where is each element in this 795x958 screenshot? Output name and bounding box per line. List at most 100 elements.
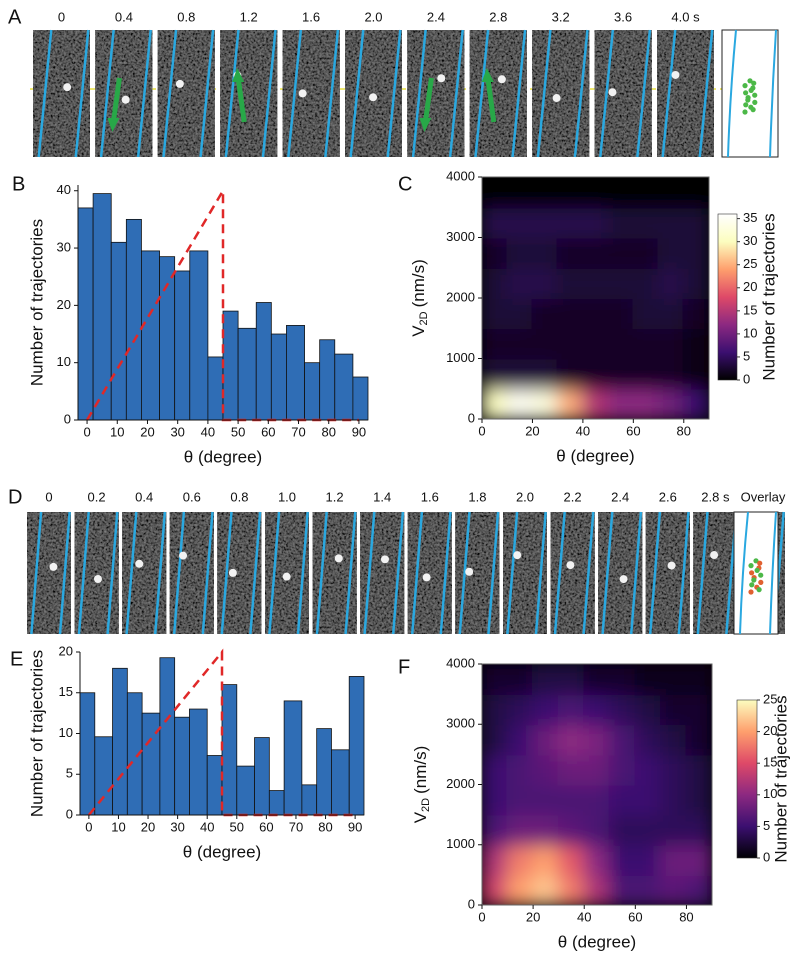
cell-edge [599,29,615,158]
heatmap-cell [532,873,560,905]
heatmap-cell [583,843,611,876]
bar [141,712,161,816]
time-label: 1.6 [421,489,439,504]
bar [174,716,190,816]
x-axis-label: θ (degree) [184,447,262,466]
heatmap-cell [659,693,688,726]
overlay-dot [752,99,758,105]
overlay-dot [750,107,756,113]
x-tick-label: 70 [291,424,305,439]
bar [174,270,191,421]
y-axis-label: Number of trajectories [27,219,46,386]
x-tick-label: 30 [170,424,184,439]
overlay-dot [745,97,751,103]
microscopy-noise [407,30,465,157]
heatmap-cell [557,843,586,876]
heatmap-cells [482,177,709,419]
y-tick-label: 2000 [446,289,475,304]
heatmap-cell [682,297,709,330]
y-label-unit: (nm/s) [411,746,430,794]
heatmap-cell [581,206,610,239]
overlay-dot [751,577,757,583]
heatmap-cell [532,783,560,816]
heatmap-cell [634,843,662,876]
heatmap-cell [659,873,688,905]
overlay-dot [752,92,758,98]
bar [319,339,336,421]
cell-edge [769,511,777,635]
heatmap-cell [685,723,712,756]
time-label: 2.6 [659,489,677,504]
heatmap-cell [506,357,534,390]
bar [94,736,113,816]
heatmap-cell [482,693,509,726]
heatmap-cell [608,813,637,846]
cell-edge [769,29,777,158]
particle [619,575,628,584]
cell-edge [439,511,452,635]
x-tick-label: 10 [110,424,124,439]
heatmap-cell [607,357,635,390]
particle [179,551,188,560]
cell-edge [411,29,427,158]
heatmap-cell [506,177,534,209]
particle [135,559,144,568]
heatmap-cell [608,783,637,816]
time-label: Overlay [741,489,786,504]
heatmap-cell [556,236,584,269]
heatmap-cell [657,206,685,239]
colorbar-label: Number of trajectories [771,695,790,862]
heatmap-cell [557,873,586,905]
y-label-main: V [411,811,430,823]
time-label: 2.0 [364,9,382,24]
panel-label: B [12,173,25,195]
y-label-unit: (nm/s) [409,259,428,307]
bar [268,790,285,816]
overlay-dot [748,589,754,595]
colorbar-tick-label: 30 [743,233,757,248]
y-tick-label: 3000 [446,229,475,244]
bar [79,692,96,816]
motion-arrow-head [107,118,120,132]
x-tick-label: 60 [259,819,273,834]
x-tick-label: 0 [83,424,90,439]
heatmap-cell [506,873,535,905]
x-tick-label: 70 [289,819,303,834]
particle [465,567,474,576]
heatmap-cell [583,873,611,905]
particle [497,75,506,84]
time-label: 2.4 [611,489,629,504]
cell-edge [58,511,71,635]
particle [671,70,680,79]
cell-edge [391,511,405,635]
motion-arrow [235,77,247,123]
heatmap-cell [607,297,635,330]
cell-edge [261,29,277,158]
cell-edge [287,29,303,158]
overlay-dot [753,558,759,564]
particle [513,551,522,560]
cell-edge [553,511,566,635]
heatmap-cell [556,387,584,419]
y-tick-label: 1000 [446,836,475,851]
x-tick-label: 10 [111,819,125,834]
overlay-dot [742,109,748,115]
heatmap-cell [682,177,709,209]
heatmap-cell [659,753,688,786]
heatmap-cell [581,327,610,360]
heatmap-cell [532,843,560,876]
overlay-dot [742,83,748,89]
colorbar-tick-label: 25 [743,256,757,271]
x-tick-label: 60 [626,423,640,438]
cell-edge [162,29,178,158]
particle [228,568,237,577]
heatmap-cell [608,843,637,876]
particle [667,561,676,570]
cell-edge [199,29,215,158]
y-tick-label: 10 [59,725,73,740]
y-label-main: V [409,325,428,337]
heatmap-cell [482,327,509,360]
heatmap-cell [583,783,611,816]
y-tick-label: 5 [66,766,73,781]
heatmap-cell [482,206,509,239]
